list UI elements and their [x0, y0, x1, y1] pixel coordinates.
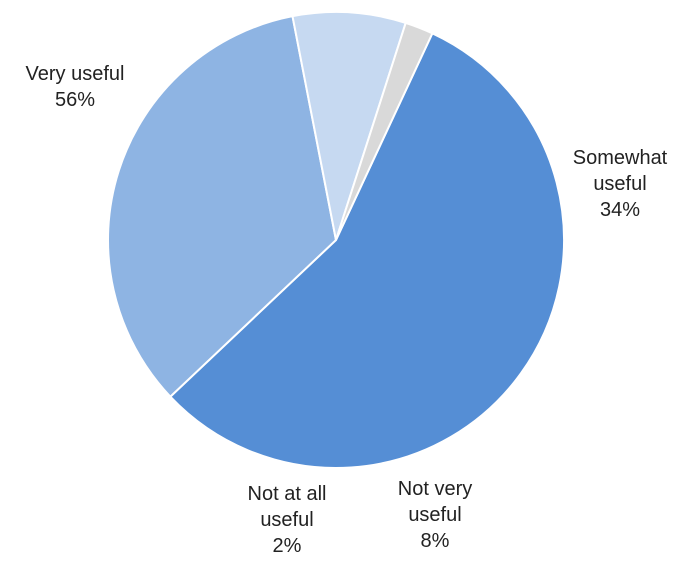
- pie-slice-0: [168, 32, 565, 469]
- slice-label-line: 56%: [55, 89, 95, 111]
- pie-slices: [107, 11, 565, 469]
- slice-label-2: Not very useful 8%: [398, 478, 472, 552]
- pie-slice-3: [335, 21, 434, 241]
- slice-label-line: Somewhat: [573, 147, 668, 169]
- slice-label-line: useful: [408, 504, 461, 526]
- pie-labels: Very useful 56% Somewhat useful 34% Not very u…: [26, 63, 668, 557]
- slice-label-1: Somewhat useful 34%: [573, 147, 668, 221]
- slice-label-line: 2%: [273, 535, 302, 557]
- pie-slice-2: [291, 11, 407, 241]
- slice-label-line: useful: [593, 173, 646, 195]
- slice-label-line: 8%: [421, 530, 450, 552]
- slice-label-3: Not at all useful 2%: [248, 483, 327, 557]
- slice-label-line: Not at all: [248, 483, 327, 505]
- slice-label-line: 34%: [600, 199, 640, 221]
- slice-label-line: Not very: [398, 478, 472, 500]
- slice-label-0: Very useful 56%: [26, 63, 125, 111]
- slice-label-line: useful: [260, 509, 313, 531]
- pie-slice-1: [107, 15, 338, 399]
- slice-label-line: Very useful: [26, 63, 125, 85]
